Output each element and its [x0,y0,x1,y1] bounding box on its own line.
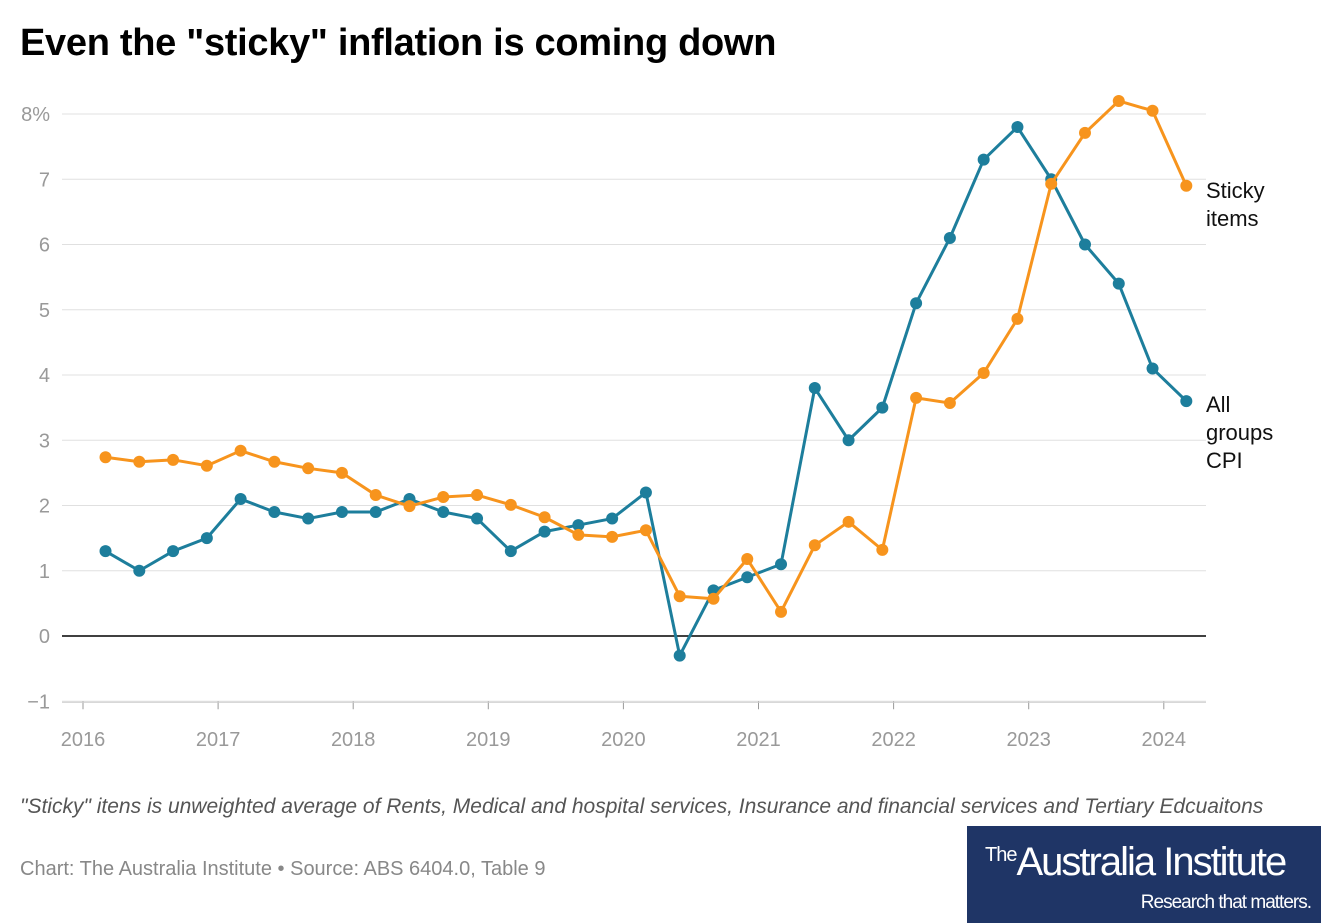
data-point [99,545,112,558]
chart-note: "Sticky" itens is unweighted average of … [20,795,1264,818]
data-point [369,489,382,502]
data-point [504,545,517,558]
data-point [1146,104,1159,117]
y-tick-label: 1 [39,561,50,583]
data-point [302,512,315,525]
series-label: Sticky [1206,178,1265,203]
data-point [606,530,619,543]
data-point [167,545,180,558]
data-point [572,519,585,532]
data-point [471,512,484,525]
data-point [99,451,112,464]
data-point [673,649,686,662]
data-point [775,605,788,618]
data-point [133,564,146,577]
data-point [302,462,315,475]
y-tick-label: 5 [39,300,50,322]
x-tick-label: 2017 [196,729,241,751]
data-point [538,511,551,524]
y-tick-label: 7 [39,169,50,191]
data-point [1078,126,1091,139]
data-point [741,571,754,584]
data-point [1078,238,1091,251]
data-point [1146,362,1159,375]
data-point [403,500,416,513]
data-point [1180,179,1193,192]
data-point [200,532,213,545]
data-point [943,231,956,244]
data-point [606,512,619,525]
y-tick-label: 2 [39,496,50,518]
data-point [808,382,821,395]
chart-credit: Chart: The Australia Institute • Source:… [20,858,546,880]
data-point [910,297,923,310]
data-point [572,528,585,541]
data-point [842,515,855,528]
chart-title: Even the "sticky" inflation is coming do… [20,22,777,64]
data-point [268,455,281,468]
data-point [437,506,450,519]
data-point [234,492,247,505]
y-tick-label: 3 [39,430,50,452]
data-point [1045,177,1058,190]
data-point [707,592,720,605]
data-point [335,506,348,519]
y-tick-label: 6 [39,235,50,257]
series-label: CPI [1206,448,1243,473]
data-point [673,590,686,603]
data-point [977,367,990,380]
series-label: items [1206,206,1259,231]
y-tick-label: 8% [21,104,50,126]
x-tick-label: 2016 [61,729,106,751]
data-point [1112,277,1125,290]
x-tick-label: 2024 [1142,729,1187,751]
data-point [268,506,281,519]
data-point [167,453,180,466]
y-tick-label: 0 [39,626,50,648]
data-point [1011,312,1024,325]
data-point [1011,121,1024,134]
x-tick-label: 2023 [1006,729,1051,751]
data-point [471,489,484,502]
data-point [775,558,788,571]
data-point [335,466,348,479]
data-point [876,401,889,414]
data-point [808,539,821,552]
australia-institute-logo: TheAustralia Institute Research that mat… [967,826,1321,923]
data-point [369,506,382,519]
x-tick-label: 2022 [871,729,916,751]
series-label: groups [1206,420,1273,445]
line-chart: −1 0 1 2 3 4 5 6 7 8% 2016 2017 2018 2019 2020 2021 2022… [21,94,1273,751]
data-point [910,391,923,404]
x-tick-label: 2020 [601,729,646,751]
data-point [876,543,889,556]
x-tick-label: 2018 [331,729,376,751]
data-point [200,459,213,472]
y-tick-label: 4 [39,365,50,387]
data-point [1180,395,1193,408]
data-point [842,434,855,447]
data-point [437,491,450,504]
data-point [504,498,517,511]
x-tick-label: 2021 [736,729,781,751]
series-label: All [1206,392,1230,417]
data-point [1112,94,1125,107]
data-point [639,524,652,537]
x-tick-label: 2019 [466,729,511,751]
data-point [133,455,146,468]
data-point [741,553,754,566]
data-point [639,486,652,499]
data-point [538,525,551,538]
data-point [977,153,990,166]
data-point [943,397,956,410]
data-point [234,444,247,457]
y-tick-label: −1 [27,691,50,713]
series-line-cpi [104,125,1188,658]
